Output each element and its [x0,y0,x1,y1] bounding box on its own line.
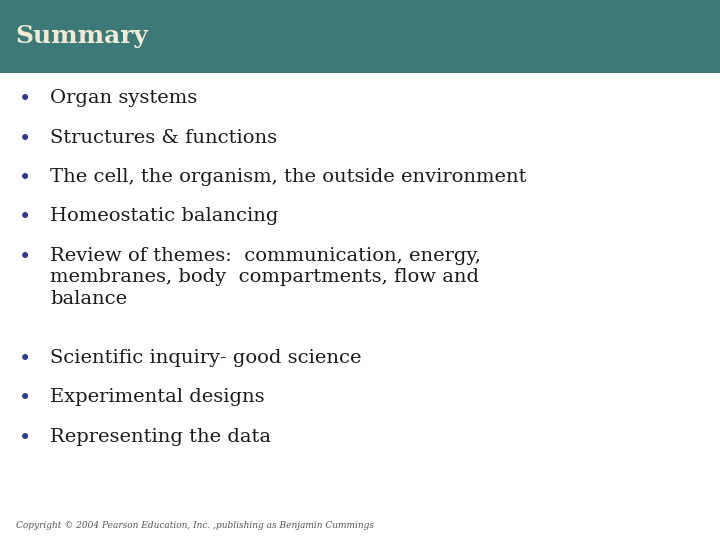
Text: Representing the data: Representing the data [50,428,271,445]
Text: Experimental designs: Experimental designs [50,388,265,406]
Text: •: • [19,207,32,227]
Text: •: • [19,349,32,369]
Text: Homeostatic balancing: Homeostatic balancing [50,207,279,225]
Text: Structures & functions: Structures & functions [50,129,277,146]
FancyBboxPatch shape [0,0,720,73]
Text: Organ systems: Organ systems [50,89,198,107]
Text: •: • [19,129,32,148]
Text: Copyright © 2004 Pearson Education, Inc. ,publishing as Benjamin Cummings: Copyright © 2004 Pearson Education, Inc.… [16,521,374,530]
Text: Scientific inquiry- good science: Scientific inquiry- good science [50,349,362,367]
Text: •: • [19,428,32,448]
Text: •: • [19,168,32,188]
Text: •: • [19,247,32,267]
Text: •: • [19,89,32,109]
Text: The cell, the organism, the outside environment: The cell, the organism, the outside envi… [50,168,527,186]
Text: Summary: Summary [16,24,149,49]
Text: Review of themes:  communication, energy,
membranes, body  compartments, flow an: Review of themes: communication, energy,… [50,247,481,308]
Text: •: • [19,388,32,408]
